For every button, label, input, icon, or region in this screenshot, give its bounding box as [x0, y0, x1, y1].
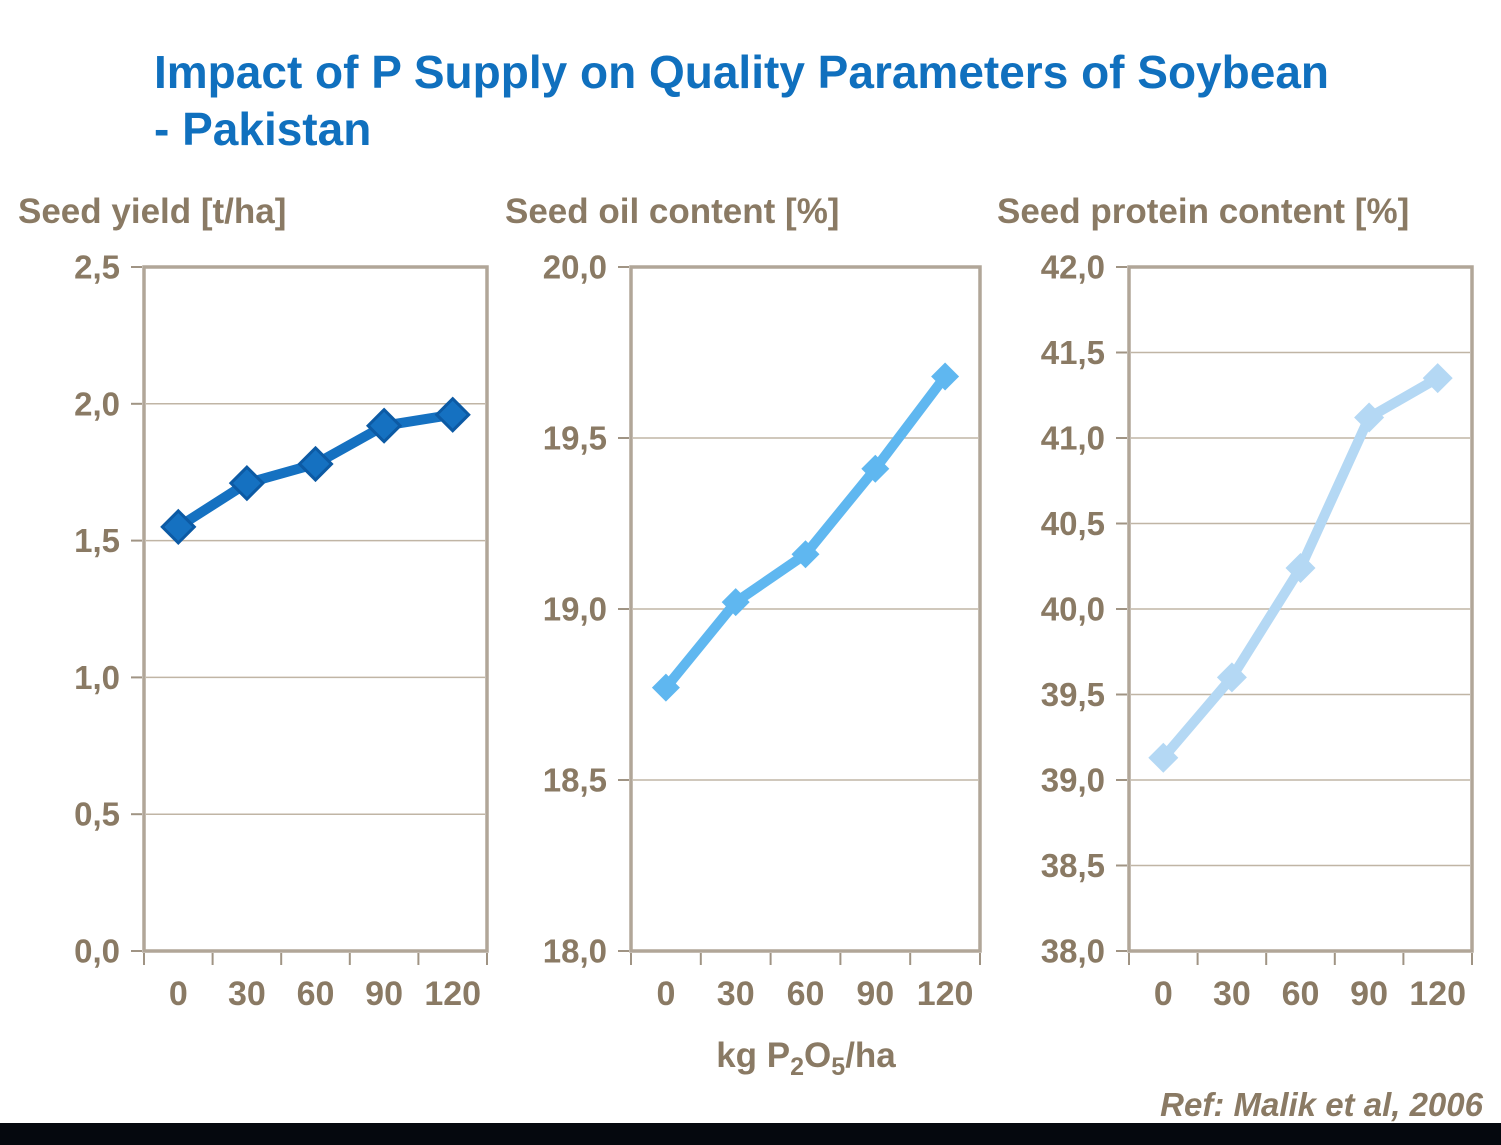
y-tick-label: 38,0 [1041, 933, 1105, 970]
data-point [160, 508, 197, 546]
y-tick-label: 1,0 [74, 659, 120, 696]
y-tick-label: 2,0 [74, 385, 120, 422]
data-point [434, 396, 471, 433]
y-tick-label: 39,0 [1041, 762, 1105, 799]
data-point [931, 362, 960, 391]
slide-title-line1: Impact of P Supply on Quality Parameters… [154, 46, 1329, 98]
chart-title-seed-protein: Seed protein content [%] [997, 192, 1410, 231]
plot-area [142, 265, 489, 953]
data-point [791, 540, 820, 569]
y-tick-label: 2,5 [74, 249, 120, 286]
y-tick-label: 1,5 [74, 522, 120, 559]
data-point [1354, 402, 1385, 433]
chart-title-seed-oil: Seed oil content [%] [505, 192, 840, 231]
y-tick-label: 19,0 [543, 591, 607, 628]
y-tick-label: 0,5 [74, 796, 120, 833]
y-tick-label: 19,5 [543, 420, 607, 457]
slide-title-line2: - Pakistan [154, 103, 372, 155]
x-tick-label: 120 [917, 975, 974, 1013]
bottom-bar [0, 1123, 1501, 1145]
x-tick-label: 0 [1154, 975, 1173, 1013]
y-tick-label: 18,5 [543, 762, 607, 799]
x-axis-label: kg P2O5/ha [716, 1036, 896, 1081]
y-tick-label: 20,0 [543, 249, 607, 286]
x-tick-label: 0 [656, 975, 675, 1013]
chart-title-seed-yield: Seed yield [t/ha] [18, 192, 287, 231]
x-tick-label: 120 [424, 975, 481, 1013]
reference-text: Ref: Malik et al, 2006 [1160, 1086, 1483, 1123]
y-tick-label: 18,0 [543, 933, 607, 970]
data-point [1148, 742, 1179, 773]
x-tick-label: 30 [228, 975, 266, 1013]
data-point [651, 673, 680, 702]
data-point [1422, 363, 1453, 394]
y-tick-label: 41,5 [1041, 334, 1105, 371]
y-tick-label: 39,5 [1041, 676, 1105, 713]
slide-title: Impact of P Supply on Quality Parameters… [154, 44, 1454, 158]
x-tick-label: 120 [1409, 975, 1466, 1013]
y-tick-label: 41,0 [1041, 420, 1105, 457]
x-tick-label: 30 [717, 975, 755, 1013]
data-point [721, 588, 750, 617]
x-tick-label: 60 [1282, 975, 1320, 1013]
y-tick-label: 40,5 [1041, 505, 1105, 542]
data-point [1285, 552, 1316, 583]
x-tick-label: 30 [1213, 975, 1251, 1013]
y-tick-label: 0,0 [74, 933, 120, 970]
data-point [861, 454, 890, 483]
x-tick-label: 90 [856, 975, 894, 1013]
y-tick-label: 38,5 [1041, 847, 1105, 884]
x-tick-label: 60 [297, 975, 335, 1013]
x-tick-label: 60 [787, 975, 825, 1013]
data-point [1216, 662, 1247, 693]
x-tick-label: 0 [169, 975, 188, 1013]
x-tick-label: 90 [1350, 975, 1388, 1013]
y-tick-label: 42,0 [1041, 249, 1105, 286]
y-tick-label: 40,0 [1041, 591, 1105, 628]
data-point [297, 445, 334, 483]
data-point [228, 465, 266, 502]
x-tick-label: 90 [365, 975, 403, 1013]
data-point [365, 407, 403, 444]
